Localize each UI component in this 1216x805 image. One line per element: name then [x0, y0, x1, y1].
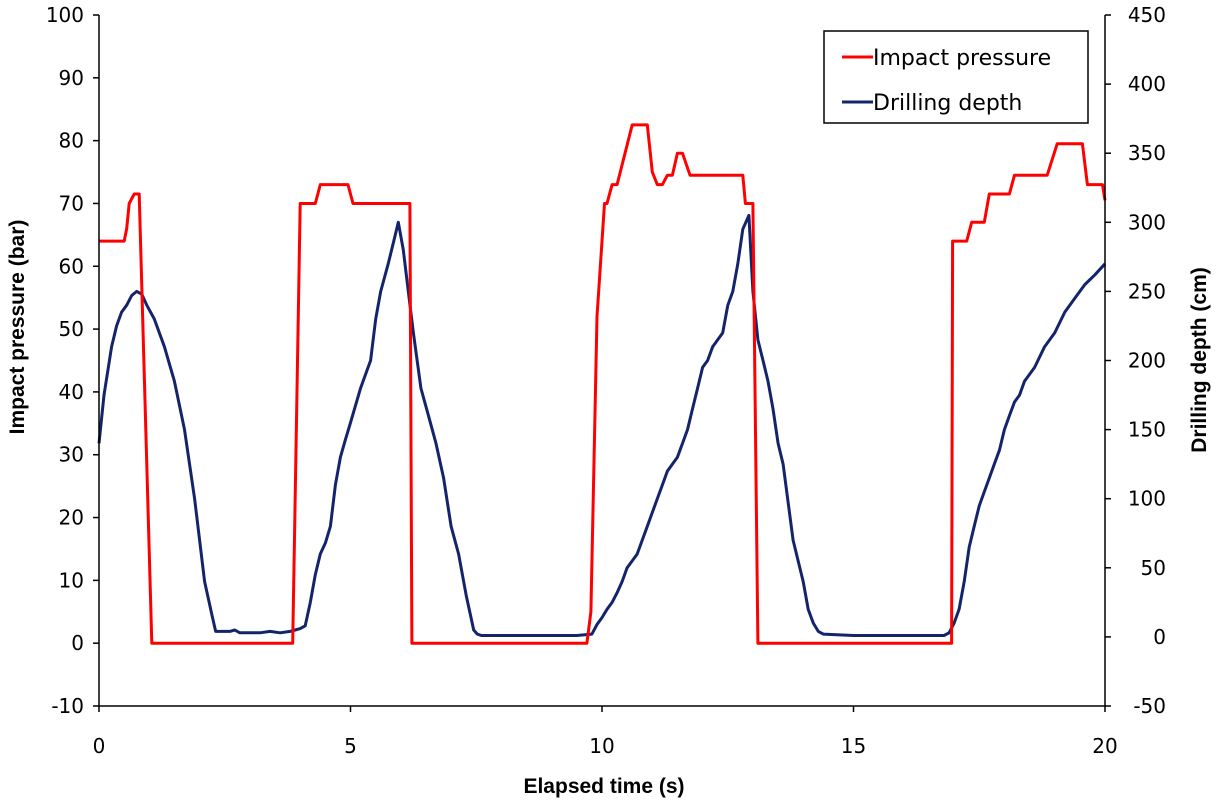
legend: Impact pressure Drilling depth — [823, 30, 1089, 124]
y-left-tick-label: -10 — [51, 694, 84, 718]
y-left-tick-label: 80 — [59, 129, 84, 153]
y-left-tick-label: 100 — [46, 3, 84, 27]
y-left-tick-label: 60 — [59, 254, 84, 278]
y-left-tick-label: 30 — [59, 443, 84, 467]
ticks-layer: 0 5 10 15 20 -10 0 10 20 30 40 50 60 70 80 90 100 -50 0 50 1… — [46, 3, 1166, 758]
y-right-tick-label: 450 — [1128, 3, 1166, 27]
x-tick-label: 0 — [93, 734, 106, 758]
x-tick-label: 15 — [841, 734, 866, 758]
x-tick-label: 20 — [1092, 734, 1117, 758]
y-right-tick-label: 300 — [1128, 210, 1166, 234]
x-tick-label: 10 — [589, 734, 614, 758]
y-left-tick-label: 70 — [59, 191, 84, 215]
y-left-tick-label: 40 — [59, 380, 84, 404]
y-right-tick-label: 200 — [1128, 349, 1166, 373]
legend-label-impact-pressure: Impact pressure — [873, 46, 1051, 71]
y-left-tick-label: 20 — [59, 506, 84, 530]
y-left-tick-label: 90 — [59, 66, 84, 90]
legend-box — [823, 30, 1089, 124]
y-left-tick-label: 10 — [59, 568, 84, 592]
y-right-tick-label: 100 — [1128, 487, 1166, 511]
y-right-tick-label: 0 — [1153, 625, 1166, 649]
y-left-axis-title: Impact pressure (bar) — [6, 220, 29, 435]
legend-label-drilling-depth: Drilling depth — [873, 91, 1022, 116]
y-right-tick-label: 350 — [1128, 141, 1166, 165]
y-right-tick-label: 50 — [1141, 556, 1166, 580]
series-line-impact-pressure — [99, 123, 1107, 645]
y-right-axis-title: Drilling depth (cm) — [1188, 267, 1211, 453]
y-right-tick-label: 150 — [1128, 418, 1166, 442]
x-tick-label: 5 — [344, 734, 357, 758]
series-layer — [97, 123, 1107, 645]
x-axis-title: Elapsed time (s) — [523, 775, 684, 798]
y-left-tick-label: 0 — [71, 631, 84, 655]
y-right-tick-label: 400 — [1128, 72, 1166, 96]
y-right-tick-label: -50 — [1133, 694, 1166, 718]
y-left-tick-label: 50 — [59, 317, 84, 341]
y-right-tick-label: 250 — [1128, 279, 1166, 303]
